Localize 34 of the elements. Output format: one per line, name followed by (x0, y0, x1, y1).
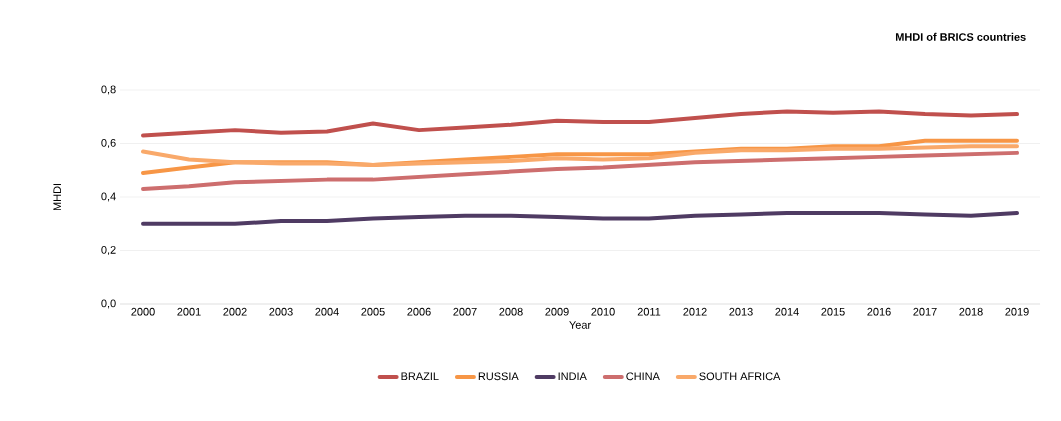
x-tick-label: 2014 (775, 307, 799, 316)
x-axis-title: Year (569, 321, 591, 329)
legend-label: CHINA (626, 372, 660, 381)
x-tick-label: 2019 (1005, 307, 1029, 316)
x-tick-label: 2006 (407, 307, 431, 316)
x-tick-label: 2008 (499, 307, 523, 316)
x-tick-label: 2003 (269, 307, 293, 316)
y-tick-label: 0,6 (101, 138, 116, 149)
y-tick-label: 0,4 (101, 192, 116, 202)
x-tick-label: 2009 (545, 307, 569, 316)
legend-label: SOUTH AFRICA (699, 372, 781, 381)
y-tick-label: 0,2 (101, 245, 116, 256)
x-tick-label: 2017 (913, 307, 937, 316)
y-axis-title: MHDI (53, 184, 61, 211)
x-tick-label: 2018 (959, 307, 983, 316)
x-tick-label: 2016 (867, 307, 891, 316)
x-tick-label: 2012 (683, 307, 707, 316)
x-tick-label: 2002 (223, 307, 247, 316)
x-tick-label: 2004 (315, 307, 339, 316)
x-tick-label: 2013 (729, 307, 753, 316)
legend-label: INDIA (558, 372, 587, 380)
y-tick-label: 0,8 (101, 85, 116, 95)
line-series (141, 109, 1020, 138)
x-tick-label: 2007 (453, 307, 477, 316)
y-tick-label: 0,0 (101, 299, 116, 309)
x-tick-label: 2011 (637, 307, 661, 316)
x-tick-label: 2000 (131, 307, 155, 316)
x-tick-label: 2010 (591, 307, 615, 316)
x-tick-label: 2005 (361, 307, 385, 316)
chart-title: MHDI of BRICS countries (895, 32, 1026, 41)
legend-label: BRAZIL (401, 372, 439, 380)
x-tick-label: 2015 (821, 307, 845, 316)
x-tick-label: 2001 (177, 307, 201, 316)
legend-label: RUSSIA (478, 372, 519, 381)
